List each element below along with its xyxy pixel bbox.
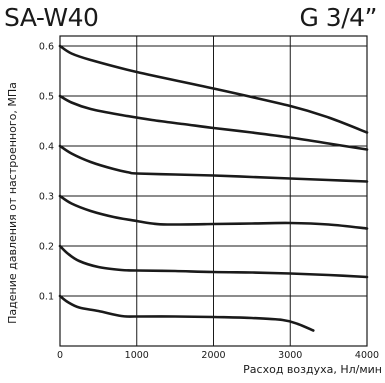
y-axis-label: Падение давления от настроенного, МПа — [6, 82, 19, 324]
series-line-5 — [58, 244, 369, 279]
y-tick-label: 0.3 — [39, 192, 54, 203]
y-tick-label: 0.2 — [39, 242, 54, 253]
x-tick-labels: 0 1000 2000 3000 4000 — [57, 350, 379, 361]
y-tick-label: 0.5 — [39, 92, 54, 103]
x-tick-label: 0 — [57, 350, 63, 361]
x-axis-label: Расход воздуха, Нл/мин — [243, 363, 382, 376]
x-tick-label: 1000 — [125, 350, 149, 361]
y-tick-label: 0.4 — [39, 142, 54, 153]
series-line-3 — [58, 144, 369, 183]
grid — [60, 36, 367, 346]
y-tick-labels: 0.1 0.2 0.3 0.4 0.5 0.6 — [39, 42, 54, 303]
x-tick-label: 4000 — [355, 350, 379, 361]
series-layer — [58, 44, 369, 332]
series-line-2 — [58, 94, 369, 151]
series-line-4 — [58, 194, 369, 230]
series-line-6 — [58, 294, 315, 332]
series-line-1 — [58, 44, 369, 134]
model-title: SA-W40 — [4, 3, 99, 32]
plot-frame — [59, 35, 368, 347]
y-tick-label: 0.6 — [39, 42, 54, 53]
x-tick-label: 3000 — [278, 350, 302, 361]
thread-size-label: G 3/4” — [299, 3, 377, 32]
y-tick-label: 0.1 — [39, 292, 54, 303]
x-tick-label: 2000 — [201, 350, 225, 361]
